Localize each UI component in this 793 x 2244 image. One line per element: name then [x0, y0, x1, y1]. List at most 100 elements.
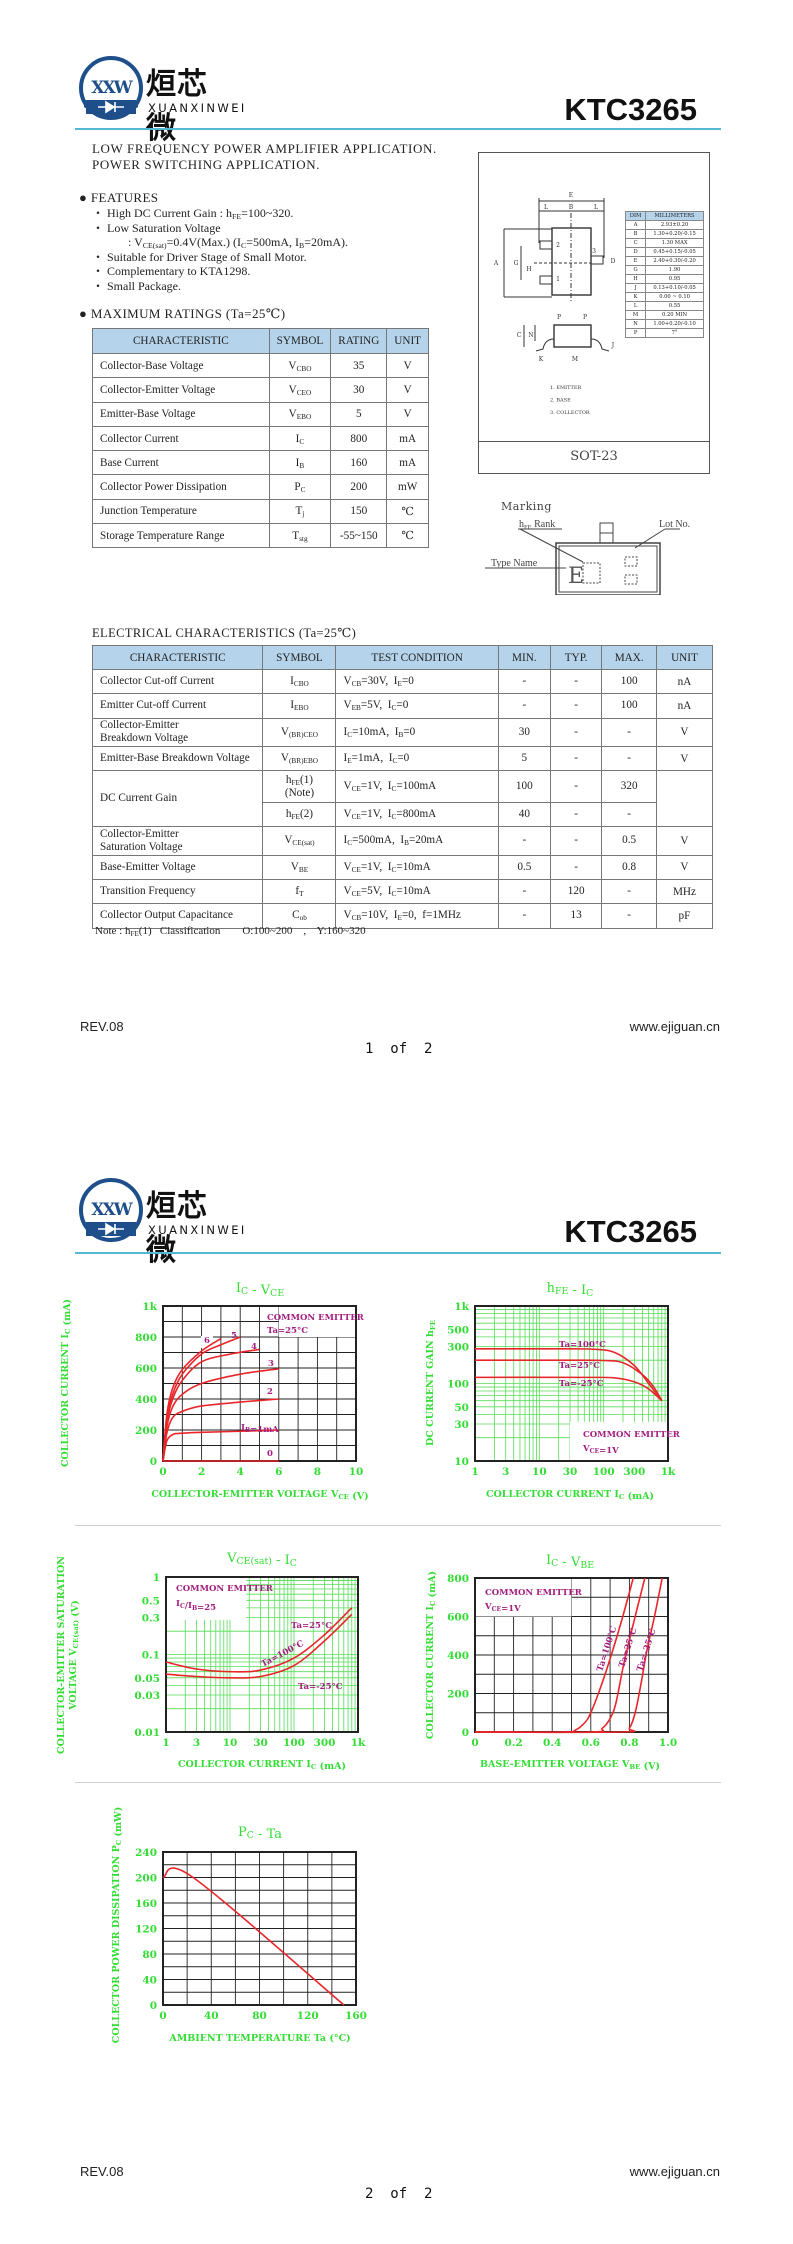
chart-title: IC - VBE — [546, 1553, 594, 1571]
unit-cell: mA — [386, 450, 429, 476]
svg-text:XXW: XXW — [91, 1200, 133, 1220]
test-condition-cell: VCE=1V, IC=10mA — [335, 854, 499, 880]
min-cell: 100 — [497, 770, 551, 803]
chart-row-divider — [75, 1525, 721, 1526]
series-label: Ta=-25°C — [559, 1379, 604, 1389]
y-tick-label: 0 — [462, 1727, 469, 1739]
y-tick-label: 1k — [454, 1301, 469, 1313]
plot-border — [474, 1305, 669, 1462]
y-axis-label: COLLECTOR POWER DISSIPATION PC (mW) — [111, 1807, 124, 2043]
y-tick-label: 600 — [447, 1612, 469, 1624]
max-cell: 100 — [601, 669, 657, 694]
min-cell: 5 — [497, 746, 551, 771]
logo-emblem-icon: XXW — [79, 1178, 143, 1242]
y-tick-label: 100 — [447, 1379, 469, 1391]
x-tick-label: 3 — [502, 1466, 509, 1478]
brand-name-cn: 烜芯微 — [146, 1189, 208, 1268]
website-link[interactable]: www.ejiguan.cn — [629, 2164, 720, 2179]
typ-cell: 13 — [549, 903, 603, 929]
max-cell: - — [601, 717, 657, 747]
y-axis-label: COLLECTOR CURRENT IC (mA) — [425, 1571, 438, 1739]
characteristic-cell: Collector Current — [92, 425, 270, 452]
series-label: Ta=25°C — [291, 1621, 332, 1631]
x-tick-label: 0 — [159, 2010, 166, 2022]
chart-title: VCE(sat) - IC — [226, 1551, 297, 1569]
y-tick-label: 800 — [447, 1573, 469, 1585]
symbol-cell: VCEO — [268, 377, 332, 403]
table-row: Emitter Cut-off Current IEBO VEB=5V, IC=0-… — [91, 693, 714, 719]
chart-annotation: COMMON EMITTER — [267, 1313, 365, 1323]
min-cell: - — [497, 669, 551, 694]
unit-cell: V — [655, 746, 714, 771]
x-tick-label: 0 — [471, 1737, 478, 1749]
dimension-label: B — [569, 204, 574, 211]
dim-letter: P — [624, 328, 647, 338]
table-row: Collector Output Capacitance Cob VCB=10V, … — [91, 903, 714, 929]
x-tick-label: 120 — [297, 2010, 319, 2022]
chart-5: 0 40 80 120 160 0 40 80 120 160 200 240 PC - Ta AMBIE… — [111, 1807, 367, 2044]
feature-item: ・ Suitable for Driver Stage of Small Mot… — [92, 249, 307, 264]
dim-row: P 7° — [624, 328, 704, 338]
max-cell: - — [601, 746, 657, 771]
marking-title: Marking — [501, 500, 552, 513]
series-line-2 — [474, 1359, 663, 1402]
rating-cell: 30 — [330, 377, 388, 403]
column-header: MIN. — [497, 645, 551, 670]
annotation-box — [475, 1578, 572, 1617]
series-line-3 — [162, 1398, 279, 1462]
electrical-title: ELECTRICAL CHARACTERISTICS (Ta=25℃) — [92, 626, 357, 640]
symbol-cell: Cob — [262, 903, 337, 929]
x-axis-label: AMBIENT TEMPERATURE Ta (°C) — [168, 2033, 350, 2044]
column-header: TYP. — [549, 645, 603, 670]
symbol-cell: VCE(sat) — [262, 826, 337, 856]
characteristic-cell: Transition Frequency — [91, 879, 264, 904]
features-title: FEATURES — [90, 190, 159, 205]
hfe-rank-label: hFE Rank — [519, 519, 556, 531]
chart-annotation: Ta=25°C — [267, 1326, 308, 1336]
chart-2: 1 3 10 30 100 300 1k 10 30 50 100 300 500 1k hFE - IC C… — [425, 1281, 681, 1502]
typ-cell: 120 — [549, 879, 603, 904]
dimension-label: 2 — [556, 242, 560, 249]
bullet-icon: ● — [79, 306, 88, 321]
package-name: SOT-23 — [570, 449, 618, 464]
y-tick-label: 800 — [135, 1332, 157, 1344]
test-condition-cell: VEB=5V, IC=0 — [335, 693, 499, 719]
max-cell: - — [601, 879, 657, 904]
table-row: Emitter-Base Voltage VEBO 5 V — [92, 401, 429, 427]
chart-title: IC - VCE — [236, 1281, 284, 1299]
marking-code: E — [568, 564, 584, 589]
y-tick-label: 0.1 — [142, 1650, 160, 1662]
min-cell: 30 — [497, 717, 551, 747]
min-cell: 0.5 — [497, 854, 551, 880]
plot-border — [165, 1576, 359, 1733]
x-tick-label: 1k — [351, 1737, 366, 1749]
series-line-7 — [162, 1337, 222, 1462]
dimension-label: K — [539, 356, 544, 363]
classification-note: Note : hFE(1) Classification O:100~200 ,… — [95, 925, 366, 938]
characteristic-cell: Collector Power Dissipation — [92, 474, 270, 500]
typ-cell: - — [549, 717, 603, 747]
y-tick-label: 400 — [447, 1650, 469, 1662]
table-row: Base Current IB 160 mA — [92, 450, 429, 476]
y-tick-label: 40 — [142, 1975, 157, 1987]
y-tick-label: 200 — [135, 1873, 157, 1885]
marking-drawing: E — [485, 522, 680, 595]
y-tick-label: 160 — [135, 1898, 157, 1910]
series-line-3 — [474, 1577, 663, 1734]
application-line-1: LOW FREQUENCY POWER AMPLIFIER APPLICATIO… — [92, 141, 437, 156]
chart-title: hFE - IC — [547, 1281, 594, 1299]
max-cell: - — [601, 802, 657, 827]
table-row: DC Current Gain hFE(1) (Note) VCE=1V, IC=10… — [91, 770, 714, 827]
unit-cell: mA — [386, 425, 429, 452]
website-link[interactable]: www.ejiguan.cn — [629, 1019, 720, 1034]
revision-label: REV.08 — [80, 1019, 124, 1034]
column-header: CHARACTERISTIC — [91, 645, 264, 670]
symbol-cell: VCBO — [268, 352, 332, 379]
annotation-box — [166, 1577, 247, 1620]
y-tick-label: 0.03 — [134, 1690, 160, 1702]
chart-annotation: COMMON EMITTER — [485, 1588, 583, 1598]
x-tick-label: 10 — [349, 1466, 364, 1478]
min-cell: - — [497, 903, 551, 929]
table-row: Transition Frequency fT VCE=5V, IC=10mA -12… — [91, 879, 714, 904]
